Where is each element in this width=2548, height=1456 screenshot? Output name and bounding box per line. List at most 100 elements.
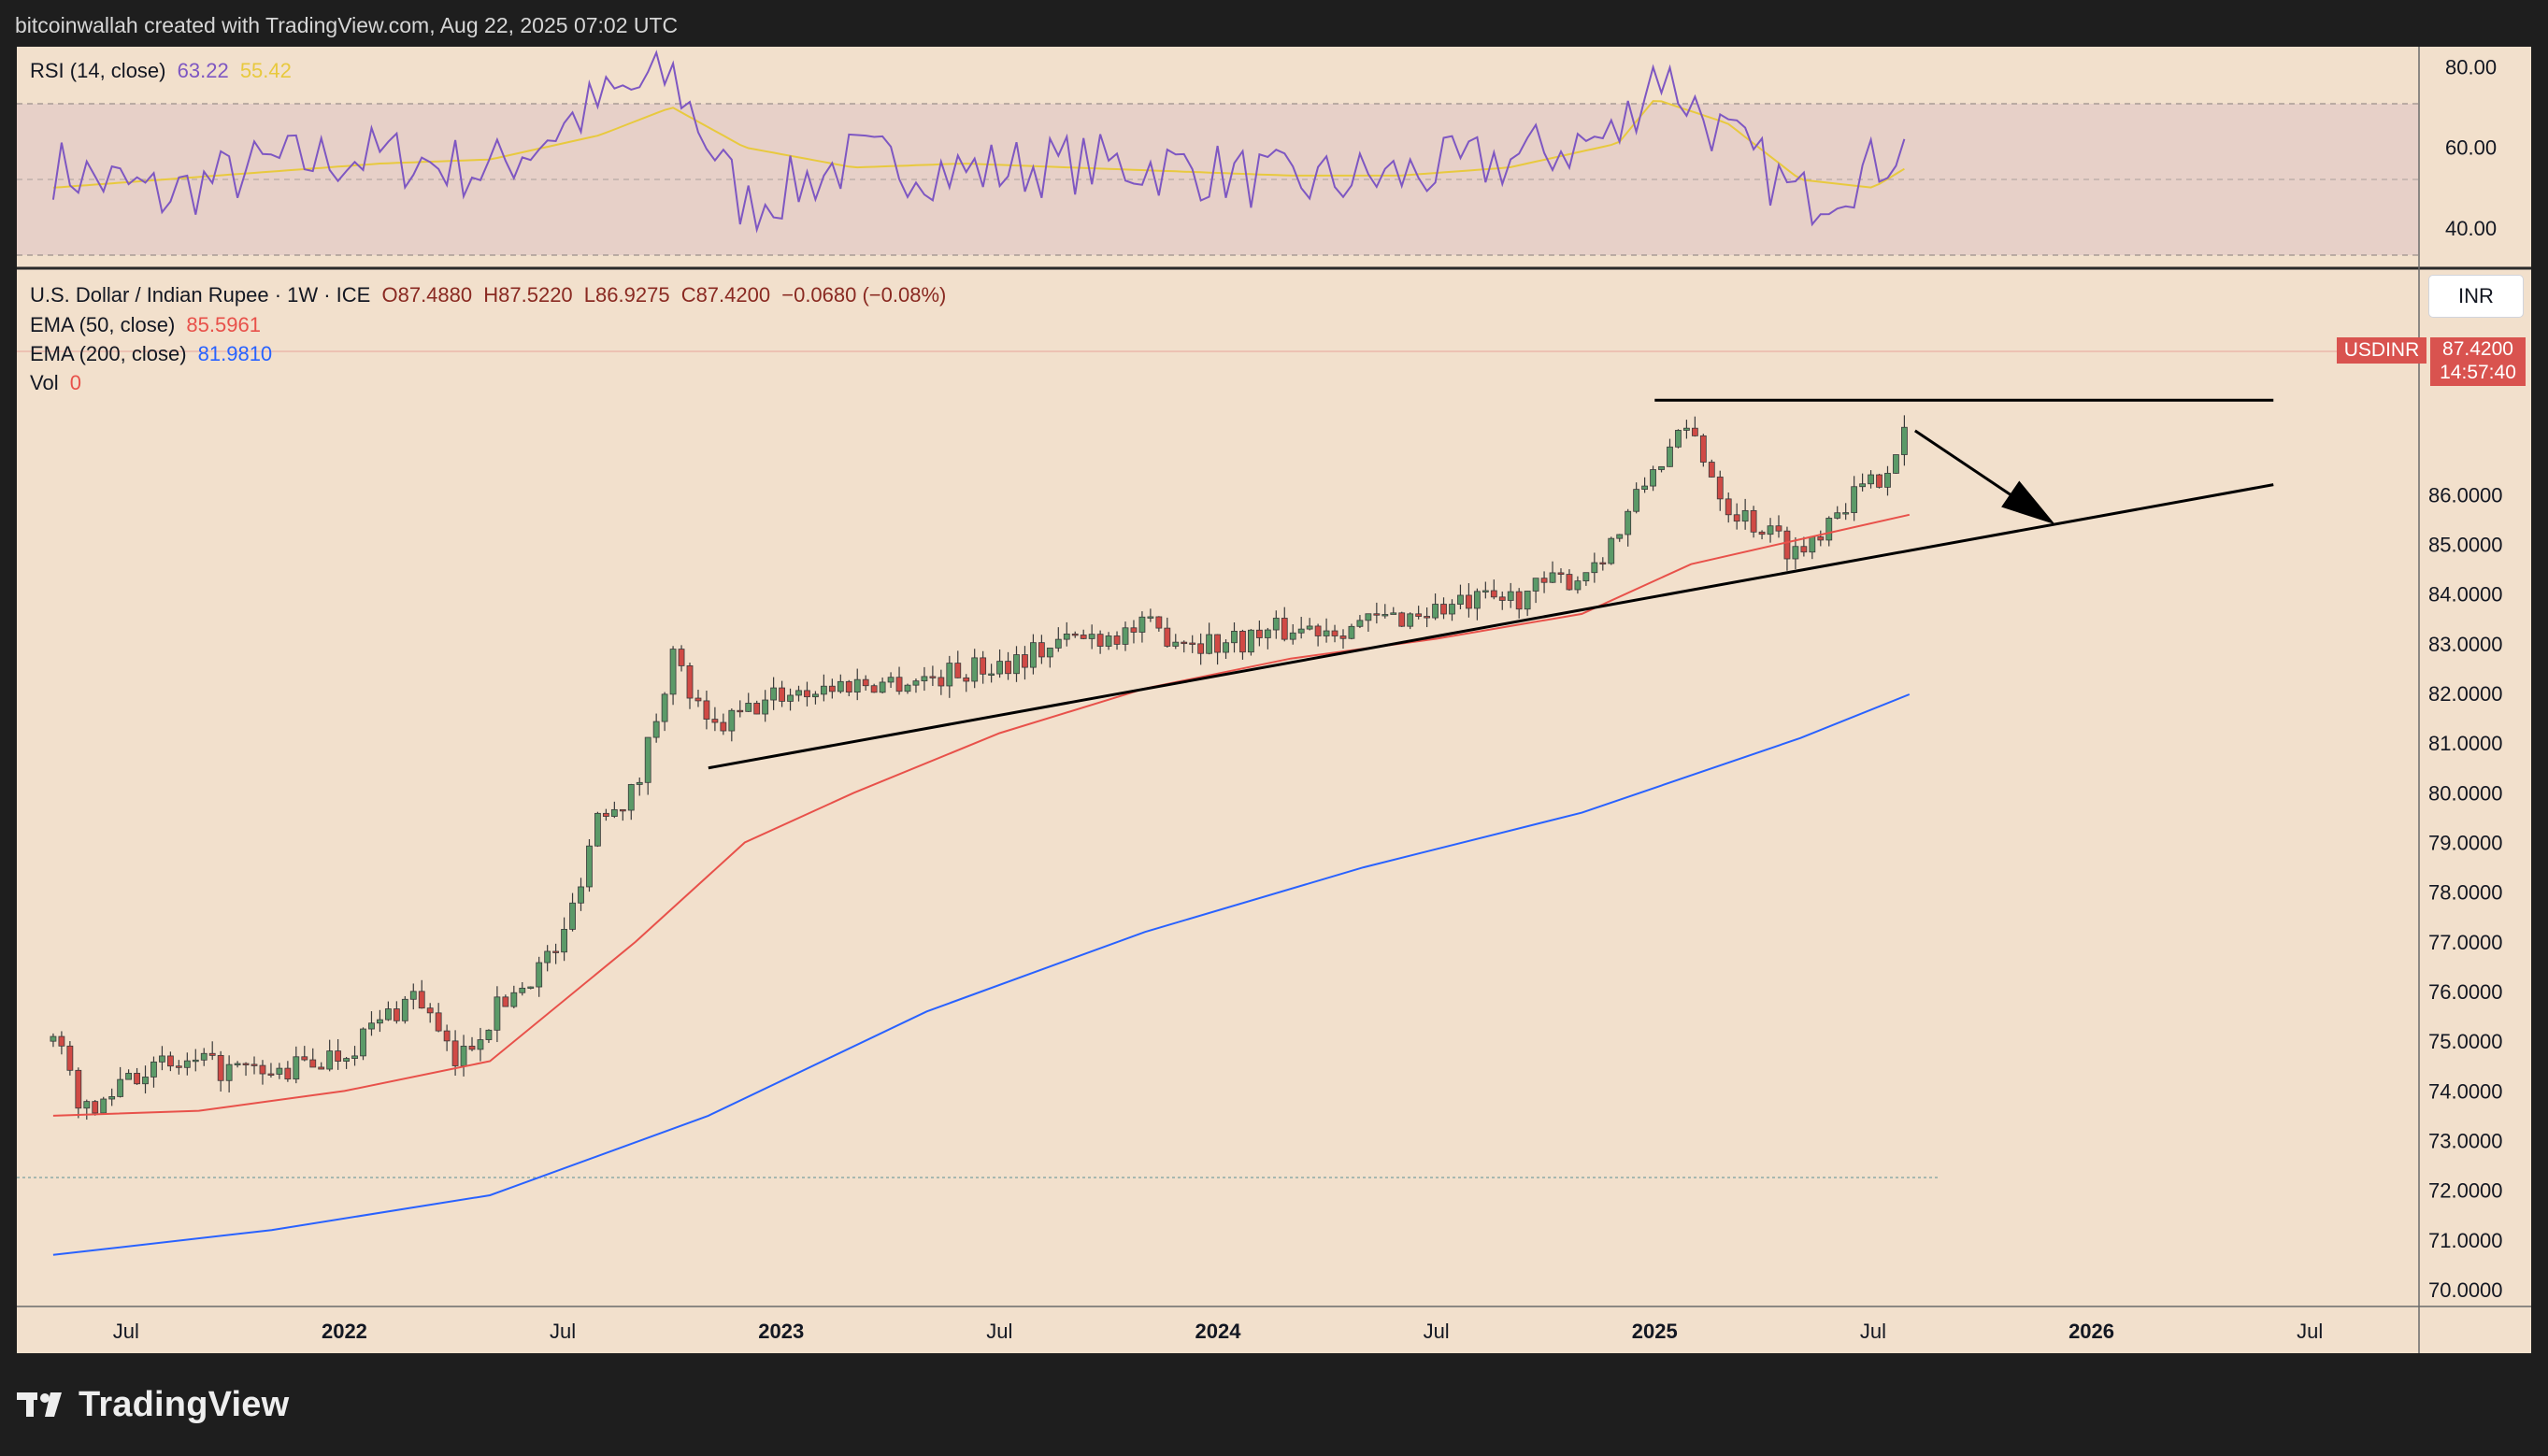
candle-down: [1239, 631, 1246, 653]
candle-down: [426, 1007, 434, 1014]
candle-up: [485, 1029, 493, 1040]
currency-button[interactable]: INR: [2428, 275, 2524, 318]
candle-up: [460, 1046, 467, 1066]
top-caption-bar: bitcoinwallah created with TradingView.c…: [0, 0, 2548, 47]
candle-up: [1088, 634, 1095, 639]
candle-down: [1197, 643, 1205, 654]
price-axis-label: 82.0000: [2428, 682, 2503, 706]
candle-up: [644, 736, 651, 783]
candle-down: [1415, 613, 1423, 617]
tradingview-logo[interactable]: TradingView: [17, 1381, 289, 1428]
candle-up: [125, 1073, 132, 1080]
rsi-line: [51, 50, 1906, 234]
candle-down: [804, 690, 810, 698]
candle-up: [1650, 469, 1656, 487]
candle-down: [92, 1101, 99, 1114]
candle-up: [1507, 591, 1514, 601]
last-price-value: 87.4200: [2442, 338, 2513, 360]
candle-down: [1071, 633, 1079, 636]
candle-up: [1365, 613, 1372, 621]
candle-down: [779, 687, 785, 702]
annotation-layer[interactable]: [708, 398, 2274, 770]
candle-down: [737, 709, 744, 713]
candle-down: [1691, 427, 1698, 436]
candle-up: [1675, 430, 1682, 448]
candle-up: [368, 1022, 375, 1030]
candle-down: [1876, 474, 1882, 488]
price-axis-label: 72.0000: [2428, 1179, 2503, 1203]
candle-up: [837, 680, 844, 692]
price-axis-label: 75.0000: [2428, 1030, 2503, 1053]
candle-down: [1155, 616, 1163, 629]
candle-up: [1809, 536, 1816, 553]
rsi-label: RSI (14, close): [30, 59, 166, 82]
candle-up: [594, 812, 601, 847]
candle-up: [762, 699, 769, 715]
candle-down: [443, 1030, 451, 1042]
rsi-legend[interactable]: RSI (14, close) 63.22 55.42: [30, 59, 297, 83]
candle-down: [284, 1067, 292, 1080]
candle-up: [1834, 512, 1841, 519]
candle-up: [988, 673, 995, 676]
candle-down: [1557, 572, 1565, 575]
ohlc-low: L86.9275: [583, 283, 670, 307]
ema50-label: EMA (50, close): [30, 313, 176, 336]
last-price-tag: 87.4200 14:57:40: [2430, 337, 2526, 386]
candle-up: [1859, 483, 1867, 488]
candle-up: [1667, 446, 1673, 467]
candle-down: [1490, 590, 1497, 598]
candle-down: [1113, 635, 1121, 645]
candle-up: [887, 677, 895, 683]
candle-down: [1314, 625, 1322, 636]
candle-up: [200, 1052, 208, 1061]
volume-legend[interactable]: Vol 0: [30, 371, 87, 395]
candle-down: [1817, 536, 1825, 541]
candle-down: [938, 677, 945, 687]
price-axis-label: 81.0000: [2428, 732, 2503, 755]
candle-up: [1683, 427, 1690, 431]
candle-up: [1264, 629, 1271, 638]
candle-down: [1699, 435, 1707, 463]
candle-down: [58, 1035, 65, 1047]
chart-caption: bitcoinwallah created with TradingView.c…: [15, 13, 679, 37]
candle-down: [451, 1040, 459, 1066]
candle-down: [335, 1050, 342, 1062]
candle-down: [895, 677, 903, 692]
time-axis-label: 2026: [2068, 1320, 2114, 1343]
candle-down: [862, 678, 869, 687]
candle-up: [669, 649, 677, 695]
candle-down: [1708, 462, 1715, 478]
candle-up: [636, 781, 643, 785]
symbol-title: U.S. Dollar / Indian Rupee · 1W · ICE: [30, 283, 371, 307]
candle-down: [870, 685, 878, 693]
candle-up: [100, 1098, 107, 1114]
candle-up: [1473, 591, 1481, 609]
ema50-legend[interactable]: EMA (50, close) 85.5961: [30, 313, 266, 337]
candle-up: [1231, 631, 1238, 644]
ema50-value: 85.5961: [186, 313, 261, 336]
candle-down: [963, 677, 970, 682]
candles-layer: [50, 415, 1908, 1121]
candle-up: [1633, 489, 1640, 512]
volume-value: 0: [69, 371, 81, 394]
candle-up: [795, 690, 802, 696]
candle-up: [946, 663, 953, 687]
ema200-legend[interactable]: EMA (200, close) 81.9810: [30, 342, 278, 366]
candle-down: [1515, 591, 1523, 610]
price-axis-label: 74.0000: [2428, 1079, 2503, 1103]
candle-up: [519, 987, 526, 993]
price-axis-label: 76.0000: [2428, 980, 2503, 1004]
candle-up: [1884, 473, 1891, 488]
main-legend[interactable]: U.S. Dollar / Indian Rupee · 1W · ICE O8…: [30, 283, 952, 307]
candle-down: [66, 1045, 74, 1071]
candle-up: [276, 1067, 283, 1075]
candle-down: [1440, 604, 1447, 615]
candle-up: [384, 1008, 392, 1021]
ohlc-change: −0.0680 (−0.08%): [781, 283, 947, 307]
candle-down: [1281, 618, 1288, 640]
candle-down: [1566, 574, 1573, 591]
ema50-line: [52, 513, 1911, 1117]
candle-up: [117, 1078, 124, 1097]
candle-up: [1054, 638, 1062, 649]
